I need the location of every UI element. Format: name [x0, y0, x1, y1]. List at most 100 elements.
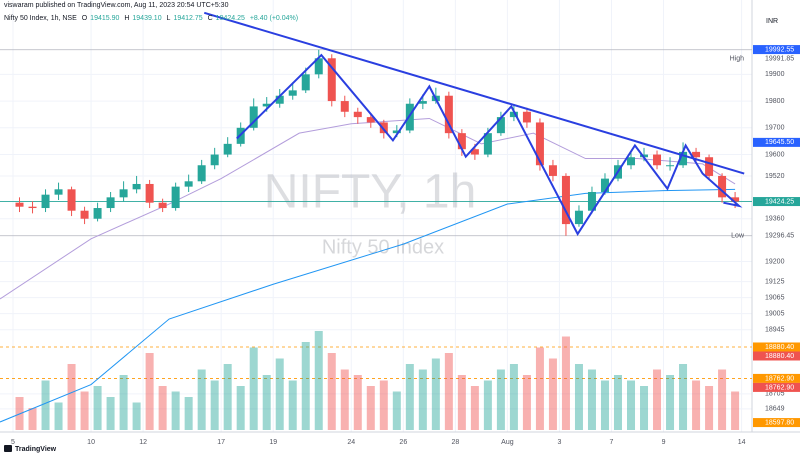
y-tick-label: 19360: [765, 216, 785, 223]
candle-body: [41, 194, 50, 209]
candle-body: [67, 189, 76, 211]
ohlc-value: 19412.75: [173, 15, 203, 22]
x-tick-label: 7: [610, 439, 614, 446]
candle-body: [561, 175, 570, 225]
volume-bar: [366, 386, 375, 430]
volume-bar: [327, 353, 336, 430]
volume-bar: [470, 386, 479, 430]
ohlc-key: O: [81, 15, 88, 22]
candle-body: [327, 58, 336, 102]
volume-bar: [666, 375, 675, 430]
volume-bar: [587, 369, 596, 430]
volume-bar: [171, 391, 180, 430]
y-tick-label: 19520: [765, 173, 785, 180]
x-tick-label: 9: [662, 439, 666, 446]
price-tag: [753, 137, 800, 147]
logo: TradingView: [4, 445, 57, 453]
candle-body: [653, 154, 662, 166]
y-tick-label: 19700: [765, 125, 785, 132]
volume-bar: [119, 375, 128, 430]
volume-bar: [210, 380, 219, 430]
volume-bar: [353, 375, 362, 430]
y-tick-label: 19125: [765, 278, 785, 285]
volume-bar: [93, 386, 102, 430]
volume-bar: [692, 380, 701, 430]
ohlc-value: 19415.90: [90, 15, 120, 22]
candle-body: [353, 111, 362, 118]
watermark-subtitle: Nifty 50 Index: [322, 236, 444, 258]
price-tag: [753, 373, 800, 383]
volume-bar: [184, 397, 193, 430]
price-tag: [753, 342, 800, 352]
volume-bar: [522, 375, 531, 430]
candle-body: [600, 178, 609, 192]
y-tick-label: 19005: [765, 311, 785, 318]
volume-bar: [418, 369, 427, 430]
price-tag: [753, 197, 800, 207]
volume-bar: [548, 358, 557, 430]
volume-bar: [718, 369, 727, 430]
volume-bar: [509, 364, 518, 430]
volume-bar: [535, 347, 544, 430]
candle-body: [171, 186, 180, 209]
volume-bar: [457, 375, 466, 430]
watermark: NIFTY, 1h: [264, 166, 477, 219]
candle-body: [392, 130, 401, 134]
candle-body: [692, 151, 701, 158]
volume-bar: [731, 391, 740, 430]
price-tag: [753, 351, 800, 361]
price-tag-label: 18880.40: [765, 344, 794, 351]
candle-body: [587, 191, 596, 211]
candle-body: [483, 133, 492, 155]
volume-bar: [106, 397, 115, 430]
ohlc-value: 19424.25: [215, 15, 245, 22]
candle-body: [405, 103, 414, 131]
change: +8.40 (+0.04%): [249, 15, 299, 22]
candle-body: [223, 143, 232, 155]
moving-average: [0, 188, 736, 423]
volume-bar: [301, 342, 310, 430]
logo-icon: [4, 445, 12, 452]
price-tag-caption: High: [730, 55, 745, 62]
x-tick-label: 12: [139, 439, 147, 446]
y-tick-label: 19800: [765, 98, 785, 105]
volume-bar: [249, 347, 258, 430]
candle-body: [705, 157, 714, 176]
volume-bar: [80, 391, 89, 430]
volume-bar: [223, 364, 232, 430]
candle-body: [158, 202, 167, 209]
ohlc-key: L: [166, 15, 171, 22]
trend-drawing: [236, 53, 743, 236]
volume-bar: [483, 380, 492, 430]
candle-body: [249, 106, 258, 128]
symbol-line: Nifty 50 Index, 1h, NSE O 19415.90 H 19439…: [4, 15, 301, 22]
volume-bar: [653, 369, 662, 430]
candle-body: [457, 133, 466, 150]
y-tick-label: 18945: [765, 327, 785, 334]
volume-bar: [627, 380, 636, 430]
price-tag-caption: Low: [731, 233, 745, 240]
x-tick-label: 17: [217, 439, 225, 446]
volume-bar: [54, 402, 63, 430]
candle-body: [509, 111, 518, 118]
y-tick-label: 19200: [765, 258, 785, 265]
volume-bar: [405, 364, 414, 430]
price-tag-label: 19424.25: [765, 198, 794, 205]
x-tick-label: Aug: [501, 439, 514, 446]
candle-body: [93, 208, 102, 219]
volume-bar: [288, 380, 297, 430]
symbol: Nifty 50 Index, 1h, NSE: [4, 15, 77, 22]
price-tag-label: 19296.45: [765, 233, 794, 240]
candle-body: [535, 122, 544, 166]
volume-bar: [705, 386, 714, 430]
ohlc-key: H: [124, 15, 130, 22]
price-tag: [753, 382, 800, 392]
x-tick-label: 10: [87, 439, 95, 446]
price-tag-label: 19645.50: [765, 139, 794, 146]
volume-bar: [314, 331, 323, 430]
price-tag-label: 18762.90: [765, 375, 794, 382]
y-tick-label: 19900: [765, 71, 785, 78]
x-tick-label: 3: [557, 439, 561, 446]
candle-body: [548, 165, 557, 176]
